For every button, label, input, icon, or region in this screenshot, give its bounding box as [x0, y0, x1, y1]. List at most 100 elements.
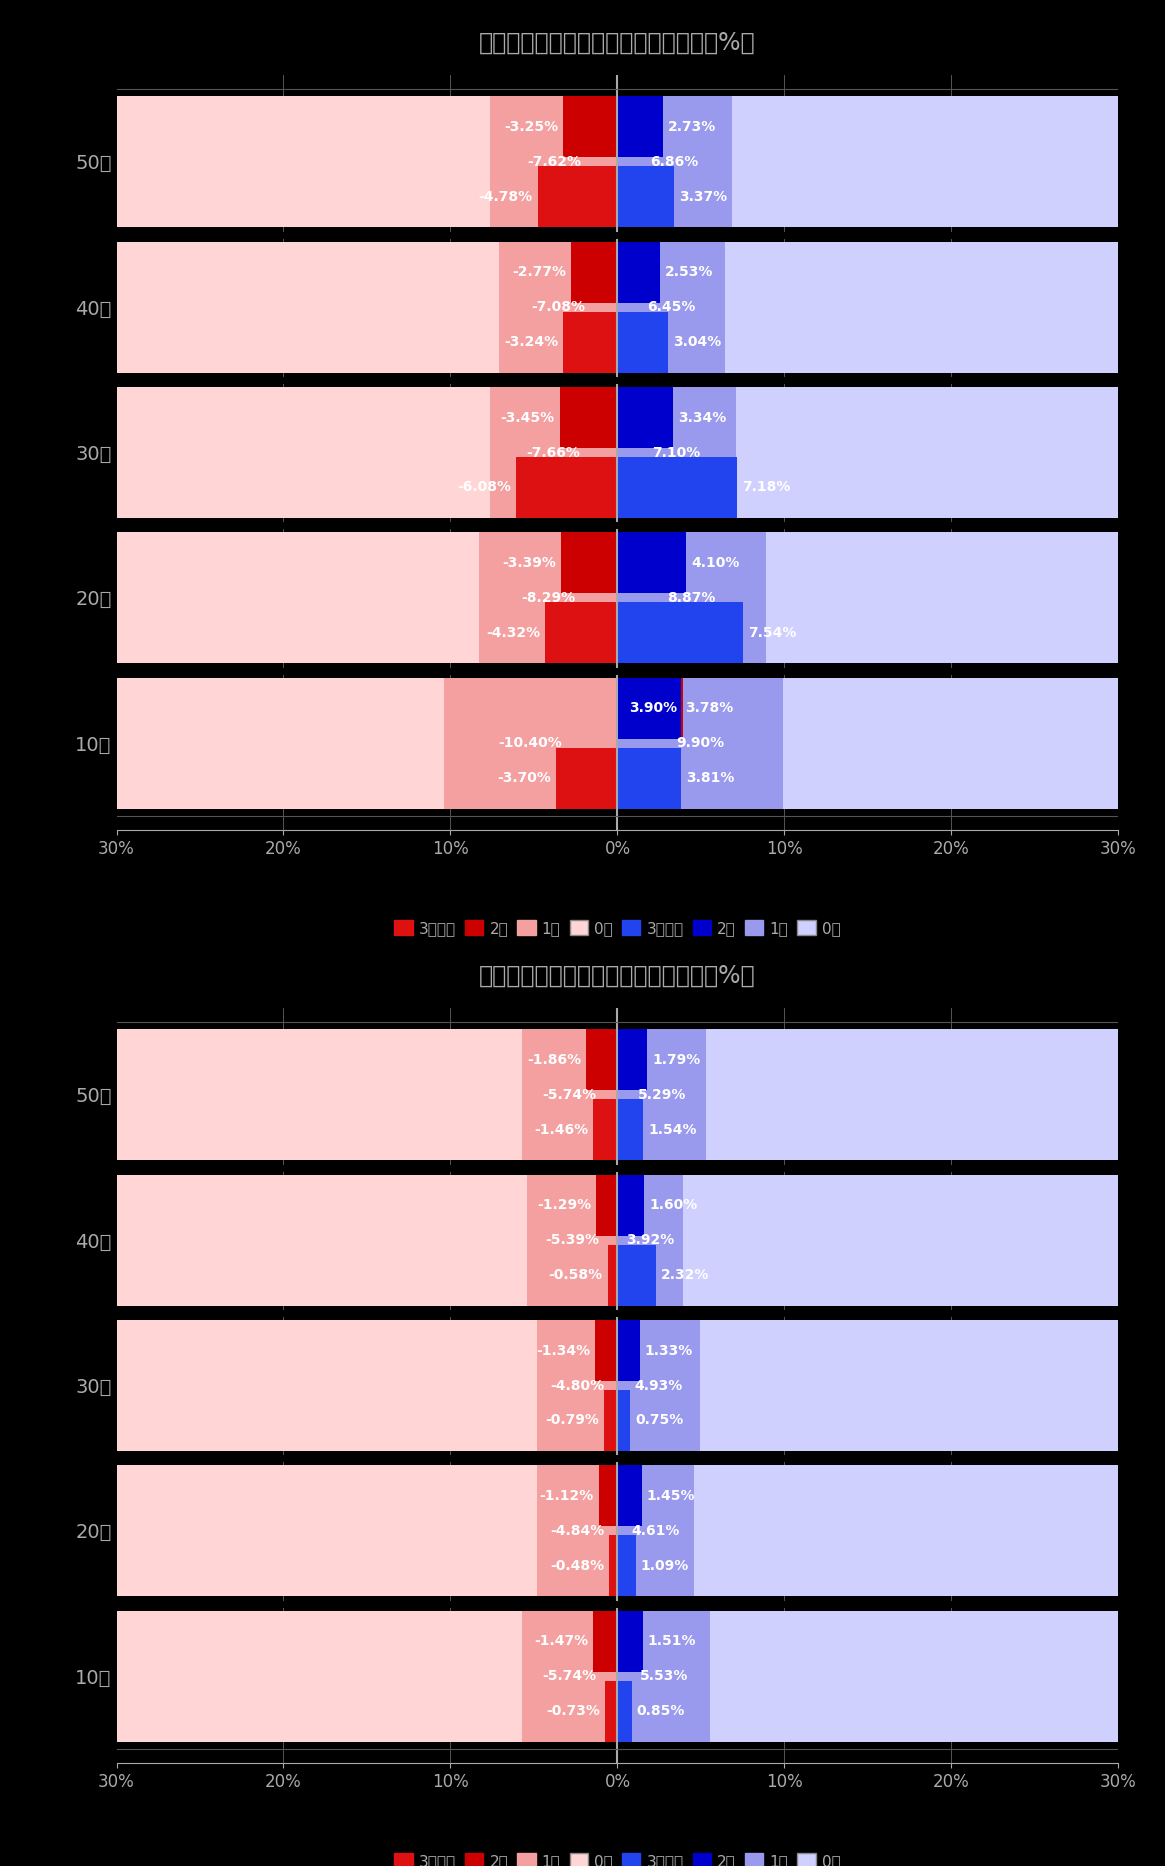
- Bar: [617, 1465, 694, 1595]
- Bar: [617, 603, 743, 662]
- Text: 1.60%: 1.60%: [649, 1198, 698, 1213]
- Text: 1.09%: 1.09%: [641, 1558, 689, 1573]
- Text: 4.10%: 4.10%: [691, 556, 740, 569]
- Bar: [617, 677, 783, 808]
- Bar: [617, 1610, 643, 1672]
- Text: 6.45%: 6.45%: [647, 300, 696, 313]
- Bar: [706, 1030, 1118, 1161]
- Text: -4.80%: -4.80%: [550, 1379, 605, 1392]
- Bar: [617, 1099, 643, 1161]
- Bar: [700, 1319, 1118, 1452]
- Text: 3.90%: 3.90%: [629, 702, 678, 715]
- Bar: [116, 1610, 522, 1741]
- Bar: [593, 1610, 617, 1672]
- Text: 2.53%: 2.53%: [665, 265, 713, 280]
- Text: 3.78%: 3.78%: [685, 702, 734, 715]
- Bar: [725, 243, 1118, 373]
- Text: 1.79%: 1.79%: [652, 1052, 700, 1067]
- Bar: [528, 1176, 617, 1306]
- Bar: [522, 1610, 617, 1741]
- Bar: [736, 386, 1118, 519]
- Bar: [617, 1176, 644, 1235]
- Bar: [617, 1030, 706, 1161]
- Text: 0.85%: 0.85%: [636, 1704, 685, 1719]
- Bar: [617, 1681, 631, 1741]
- Text: -5.74%: -5.74%: [543, 1670, 596, 1683]
- Text: 7.18%: 7.18%: [742, 480, 791, 494]
- Text: 7.10%: 7.10%: [652, 446, 701, 459]
- Bar: [683, 1176, 1118, 1306]
- Bar: [765, 532, 1118, 662]
- Bar: [617, 1030, 648, 1090]
- Text: -7.08%: -7.08%: [531, 300, 585, 313]
- Bar: [606, 1681, 617, 1741]
- Bar: [560, 386, 617, 448]
- Bar: [500, 243, 617, 373]
- Bar: [116, 386, 489, 519]
- Bar: [617, 166, 673, 228]
- Bar: [617, 1536, 636, 1595]
- Legend: 3回以上, 2回, 1回, 0回, 3回以上, 2回, 1回, 0回: 3回以上, 2回, 1回, 0回, 3回以上, 2回, 1回, 0回: [388, 1847, 847, 1866]
- Bar: [617, 677, 683, 739]
- Text: -4.78%: -4.78%: [479, 190, 532, 203]
- Bar: [545, 603, 617, 662]
- Text: -3.39%: -3.39%: [502, 556, 556, 569]
- Bar: [537, 1319, 617, 1452]
- Text: -8.29%: -8.29%: [521, 592, 576, 605]
- Bar: [617, 457, 737, 519]
- Bar: [617, 97, 732, 228]
- Text: 3.92%: 3.92%: [626, 1233, 675, 1246]
- Bar: [560, 532, 617, 593]
- Bar: [516, 457, 617, 519]
- Text: -1.29%: -1.29%: [537, 1198, 591, 1213]
- Bar: [617, 1319, 640, 1381]
- Text: -7.66%: -7.66%: [527, 446, 580, 459]
- Bar: [489, 386, 617, 519]
- Bar: [617, 243, 659, 302]
- Text: 9.90%: 9.90%: [676, 737, 725, 750]
- Text: 4.61%: 4.61%: [631, 1525, 680, 1538]
- Legend: 3回以上, 2回, 1回, 0回, 3回以上, 2回, 1回, 0回: 3回以上, 2回, 1回, 0回, 3回以上, 2回, 1回, 0回: [388, 914, 847, 942]
- Text: -0.73%: -0.73%: [546, 1704, 600, 1719]
- Bar: [617, 1176, 683, 1306]
- Text: -3.45%: -3.45%: [501, 411, 555, 425]
- Bar: [556, 748, 617, 808]
- Bar: [586, 1030, 617, 1090]
- Bar: [563, 97, 617, 157]
- Text: 1.54%: 1.54%: [648, 1123, 697, 1136]
- Title: ケンタッキー　デリバリー（調査結果%）: ケンタッキー デリバリー（調査結果%）: [479, 963, 756, 987]
- Bar: [522, 1030, 617, 1161]
- Bar: [694, 1465, 1118, 1595]
- Title: マクドナルド　デリバリー（調査結果%）: マクドナルド デリバリー（調査結果%）: [479, 30, 756, 54]
- Bar: [479, 532, 617, 662]
- Text: 3.37%: 3.37%: [679, 190, 727, 203]
- Bar: [116, 1030, 522, 1161]
- Bar: [617, 386, 673, 448]
- Bar: [116, 532, 479, 662]
- Text: -1.12%: -1.12%: [539, 1489, 594, 1502]
- Text: 2.73%: 2.73%: [668, 119, 716, 134]
- Text: -3.25%: -3.25%: [504, 119, 558, 134]
- Bar: [595, 1319, 617, 1381]
- Bar: [116, 677, 444, 808]
- Bar: [490, 97, 617, 228]
- Bar: [608, 1245, 617, 1306]
- Text: 0.75%: 0.75%: [635, 1413, 683, 1427]
- Bar: [617, 386, 736, 519]
- Bar: [116, 1319, 537, 1452]
- Bar: [617, 312, 669, 373]
- Text: -2.77%: -2.77%: [513, 265, 566, 280]
- Bar: [617, 1319, 700, 1452]
- Text: -1.46%: -1.46%: [534, 1123, 588, 1136]
- Bar: [609, 1536, 617, 1595]
- Bar: [617, 1465, 642, 1526]
- Bar: [444, 677, 617, 808]
- Text: -5.39%: -5.39%: [545, 1233, 600, 1246]
- Bar: [617, 532, 686, 593]
- Bar: [617, 1245, 656, 1306]
- Bar: [537, 1465, 617, 1595]
- Bar: [596, 1176, 617, 1235]
- Text: -3.70%: -3.70%: [496, 771, 551, 786]
- Bar: [605, 1390, 617, 1452]
- Text: 1.33%: 1.33%: [644, 1344, 693, 1358]
